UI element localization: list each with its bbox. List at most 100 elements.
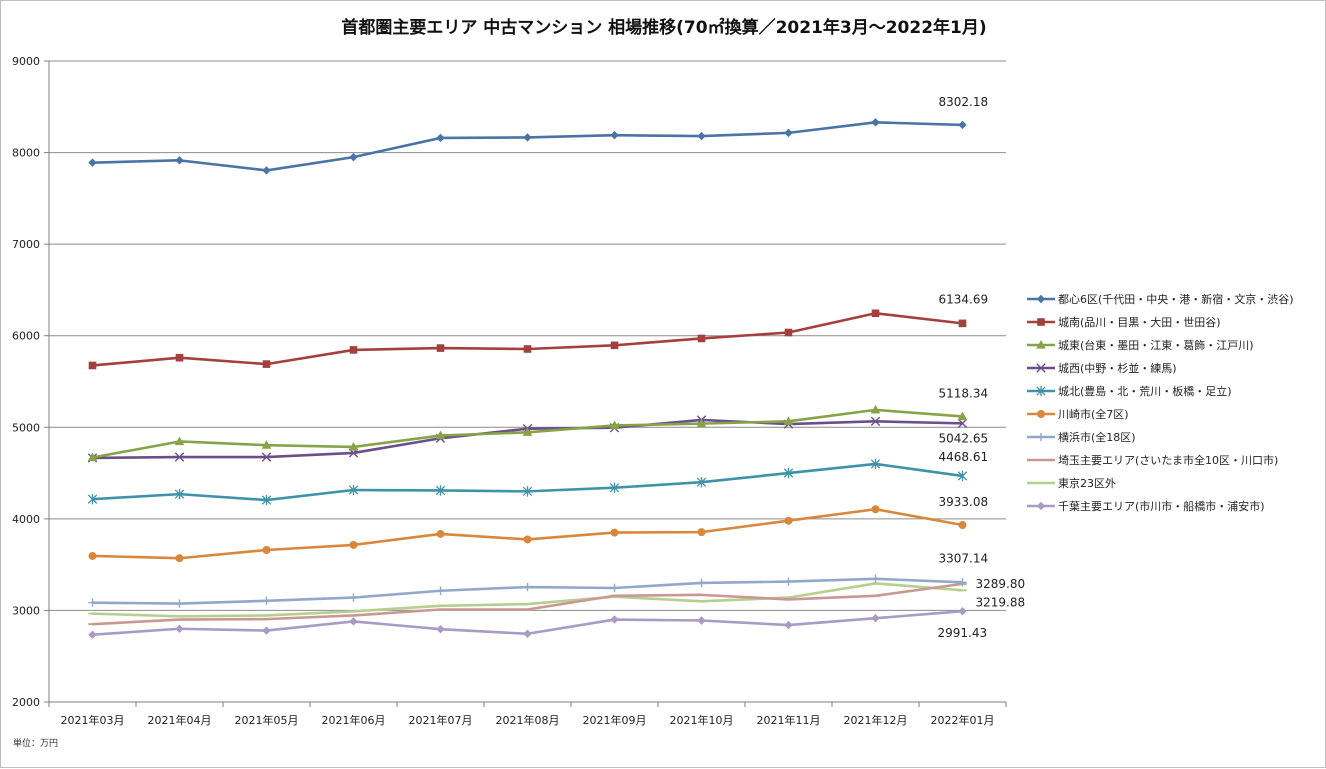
legend-entry: 城北(豊島・北・荒川・板橋・足立) <box>1027 384 1232 398</box>
legend-swatch-marker-stroke <box>1036 363 1046 373</box>
data-point <box>784 328 793 337</box>
data-point <box>262 596 271 606</box>
data-point <box>436 586 445 595</box>
data-label: 5042.65 <box>939 431 989 445</box>
data-point <box>261 452 272 462</box>
data-point <box>175 599 184 608</box>
x-tick-label: 2021年12月 <box>844 713 908 727</box>
data-point <box>174 488 185 500</box>
series-2 <box>88 309 967 370</box>
data-point <box>262 545 271 554</box>
legend-swatch-marker <box>1036 385 1046 397</box>
x-tick-label: 2022年01月 <box>931 713 995 727</box>
data-point <box>87 452 98 462</box>
legend: 都心6区(千代田・中央・港・新宿・文京・渋谷) 城南(品川・目黒・大田・世田谷) 城… <box>1027 292 1294 513</box>
x-tick-label: 2021年05月 <box>235 713 299 727</box>
legend-label: 城南(品川・目黒・大田・世田谷) <box>1058 315 1221 329</box>
data-point <box>958 578 967 587</box>
data-label: 3307.14 <box>939 551 989 565</box>
data-point <box>175 624 184 633</box>
data-point <box>870 404 881 414</box>
data-point <box>697 616 706 625</box>
y-tick-label: 2000 <box>12 696 40 709</box>
data-point <box>610 615 619 624</box>
legend-entry: 城南(品川・目黒・大田・世田谷) <box>1027 315 1221 329</box>
unit-note: 単位：万円 <box>13 737 58 749</box>
data-point <box>783 416 794 425</box>
data-point-stroke <box>957 418 968 429</box>
legend-swatch-marker <box>1036 501 1046 511</box>
legend-entry: 都心6区(千代田・中央・港・新宿・文京・渋谷) <box>1027 292 1294 306</box>
legend-label: 城東(台東・墨田・江東・葛飾・江戸川) <box>1058 338 1254 352</box>
data-point <box>522 486 533 497</box>
data-point <box>958 319 967 328</box>
data-point-stroke <box>261 452 272 462</box>
x-axis-ticks: 2021年03月 2021年04月 2021年05月 2021年06月 2021年07月… <box>61 713 995 727</box>
data-point <box>435 485 446 496</box>
legend-swatch-marker <box>1036 363 1046 373</box>
legend-label: 城西(中野・杉並・練馬) <box>1058 361 1177 375</box>
x-tick-label: 2021年09月 <box>583 713 647 727</box>
data-point <box>784 620 793 630</box>
data-point <box>696 418 707 428</box>
data-point <box>784 516 793 525</box>
data-point <box>871 614 880 623</box>
legend-entry: 川崎市(全7区) <box>1027 407 1129 421</box>
data-point <box>262 626 271 635</box>
y-tick-label: 6000 <box>12 330 40 343</box>
legend-label: 川崎市(全7区) <box>1058 407 1129 421</box>
data-point <box>87 493 98 505</box>
data-point <box>958 607 967 616</box>
data-point <box>262 166 271 175</box>
series-6 <box>88 505 967 563</box>
data-point <box>697 334 706 343</box>
series-3 <box>87 404 968 462</box>
legend-entry: 城東(台東・墨田・江東・葛飾・江戸川) <box>1027 338 1254 352</box>
y-tick-label: 7000 <box>12 238 40 251</box>
legend-label: 埼玉主要エリア(さいたま市全10区・川口市) <box>1058 453 1278 467</box>
data-point <box>436 344 445 352</box>
data-point <box>174 452 185 462</box>
legend-entry: 埼玉主要エリア(さいたま市全10区・川口市) <box>1027 453 1278 467</box>
chart-title: 首都圏主要エリア 中古マンション 相場推移(70㎡換算／2021年3月～2022… <box>341 17 986 38</box>
legend-entry: 横浜市(全18区) <box>1027 430 1136 444</box>
data-point <box>610 583 619 593</box>
x-tick-label: 2021年11月 <box>757 713 821 727</box>
data-point <box>175 156 184 165</box>
x-tick-label: 2021年10月 <box>670 713 734 727</box>
data-label: 3219.88 <box>976 595 1026 609</box>
series-line <box>92 507 963 560</box>
data-point <box>958 120 967 130</box>
x-tick-label: 2021年06月 <box>322 713 386 727</box>
y-tick-label: 3000 <box>12 604 40 617</box>
data-point <box>610 341 619 350</box>
series-7 <box>88 574 967 608</box>
data-point <box>175 554 184 563</box>
data-point <box>436 625 445 634</box>
plot-series <box>87 118 968 639</box>
data-point <box>348 484 359 496</box>
legend-entry: 東京23区外 <box>1027 476 1116 490</box>
data-point <box>88 630 97 639</box>
data-point <box>957 418 968 429</box>
legend-swatch-marker <box>1036 340 1046 349</box>
data-point <box>436 529 445 538</box>
data-point <box>175 353 184 362</box>
data-label: 3933.08 <box>939 495 989 509</box>
legend-swatch-marker <box>1037 318 1045 326</box>
data-point-stroke <box>870 416 881 427</box>
data-point <box>870 458 881 470</box>
end-value-labels: 8302.18 6134.69 5118.34 5042.65 4468.61 3933.… <box>938 95 1026 640</box>
data-point <box>436 133 445 143</box>
data-label: 3289.80 <box>976 577 1026 591</box>
data-point <box>349 346 358 354</box>
series-line <box>92 311 963 367</box>
data-label: 5118.34 <box>939 386 989 400</box>
data-point <box>522 427 533 436</box>
data-point <box>435 430 446 440</box>
data-point <box>871 505 880 514</box>
data-label: 6134.69 <box>939 292 989 306</box>
y-tick-label: 5000 <box>12 421 40 434</box>
